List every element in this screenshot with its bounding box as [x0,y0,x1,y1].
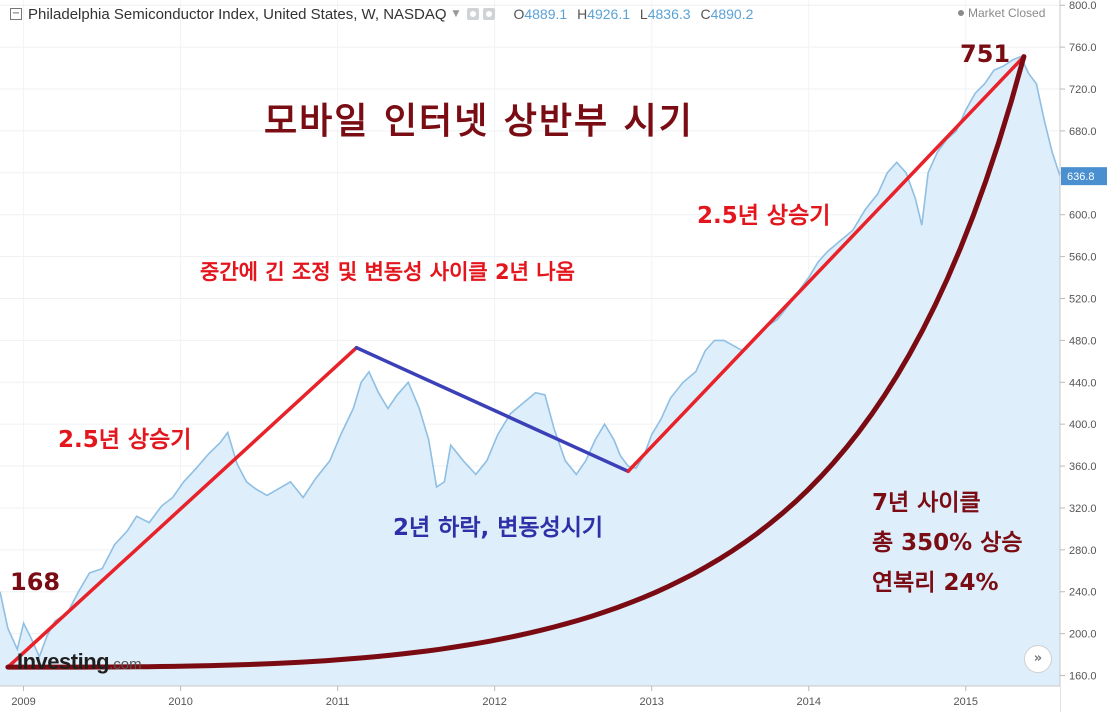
y-tick-label: 280.0 [1069,545,1097,557]
y-tick-label: 360.0 [1069,461,1097,473]
scroll-to-latest-button[interactable]: » [1024,645,1052,673]
symbol-title[interactable]: Philadelphia Semiconductor Index, United… [28,5,447,23]
ohlc-readout: O4889.1 H4926.1 L4836.3 C4890.2 [507,6,753,22]
y-tick-label: 480.0 [1069,335,1097,347]
y-tick-label: 800.0 [1069,0,1097,12]
chart-header: − Philadelphia Semiconductor Index, Unit… [0,0,1060,28]
x-tick-label: 2011 [326,696,350,708]
low-value: 4836.3 [647,6,691,22]
trend-line-downtrend [354,345,630,474]
price-area-fill [0,56,1060,687]
annotation-decline: 2년 하락, 변동성시기 [393,515,604,541]
y-tick-label: 320.0 [1069,503,1097,515]
annotation-cycle-3: 연복리 24% [872,570,999,596]
trend-lines [6,54,1026,669]
last-price-label: 636.8 [1067,171,1095,183]
logo-main: Investing [17,649,110,674]
y-tick-label: 200.0 [1069,629,1097,641]
investing-logo: Investing.com [17,649,142,675]
x-axis-panel[interactable] [0,686,1060,712]
y-tick-label: 240.0 [1069,587,1097,599]
y-tick-label: 720.0 [1069,84,1097,96]
annotation-rise-right: 2.5년 상승기 [697,203,831,229]
open-value: 4889.1 [524,6,568,22]
logo-suffix: .com [109,656,142,673]
x-axis-ticks: 2009 2010 2011 2012 2013 2014 2015 [11,686,978,708]
x-tick-label: 2013 [639,696,663,708]
collapse-toggle[interactable]: − [10,8,22,20]
y-tick-label: 520.0 [1069,293,1097,305]
camera-icon[interactable] [483,8,496,20]
x-tick-label: 2010 [168,696,192,708]
annotation-start-value: 168 [10,568,61,596]
market-status: Market Closed [958,6,1045,20]
annotation-mid-note: 중간에 긴 조정 및 변동성 사이클 2년 나옴 [200,260,575,284]
x-tick-label: 2012 [482,696,506,708]
y-tick-label: 160.0 [1069,671,1097,683]
y-tick-label: 400.0 [1069,419,1097,431]
cagr-curve [5,54,1027,670]
y-tick-label: 760.0 [1069,42,1097,54]
high-value: 4926.1 [587,6,631,22]
annotation-rise-left: 2.5년 상승기 [58,427,192,453]
price-series-line [0,55,1061,659]
close-label: C [700,6,711,22]
y-axis-ticks: 160.0 200.0 240.0 280.0 320.0 360.0 400.0 440.0… [1060,0,1097,683]
annotation-peak-value: 751 [960,40,1011,68]
last-price-badge-bg [1061,167,1107,186]
open-label: O [513,6,525,22]
x-tick-label: 2015 [954,696,978,708]
y-tick-label: 600.0 [1069,210,1097,222]
trend-line-uptrend [6,345,359,669]
trend-line-uptrend [626,54,1026,474]
low-label: L [639,6,648,22]
x-tick-label: 2014 [796,696,820,708]
annotation-title: 모바일 인터넷 상반부 시기 [264,101,694,142]
x-tick-label: 2009 [11,696,35,708]
annotation-cycle-1: 7년 사이클 [872,490,981,516]
y-tick-label: 680.0 [1069,126,1097,138]
y-tick-label: 560.0 [1069,252,1097,264]
y-tick-label: 440.0 [1069,377,1097,389]
status-dot-icon [958,10,964,16]
high-label: H [577,6,588,22]
last-price-badge: 636.8 [1061,167,1107,186]
y-axis-panel[interactable] [1060,0,1107,712]
annotation-cycle-2: 총 350% 상승 [872,530,1023,556]
close-value: 4890.2 [710,6,754,22]
settings-icon[interactable] [467,8,480,20]
market-status-text: Market Closed [968,6,1046,20]
chevron-down-icon[interactable]: ▼ [452,9,460,19]
